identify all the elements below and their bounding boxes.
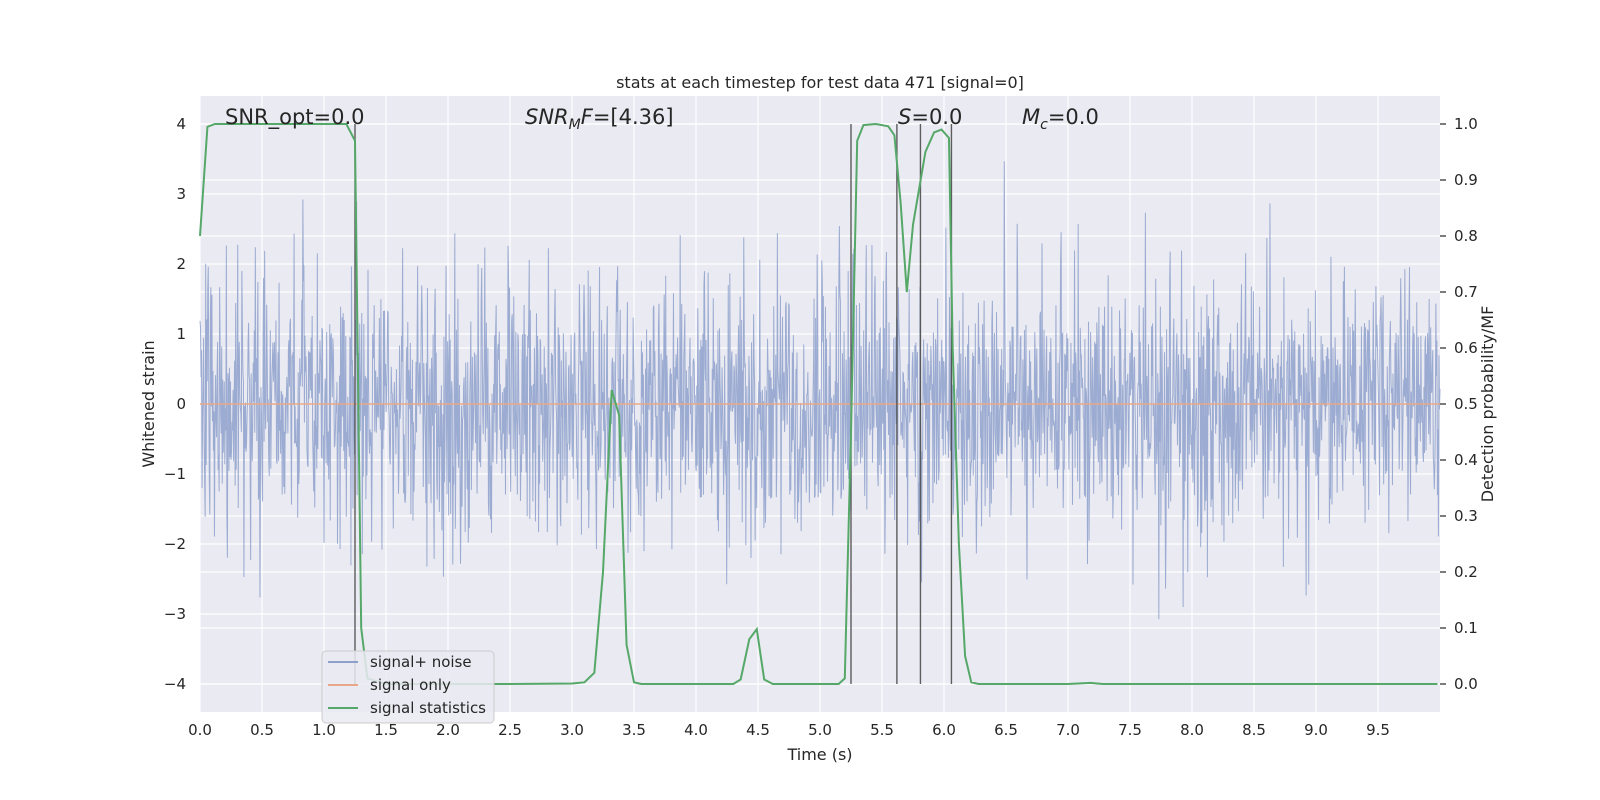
- x-tick-label-19: 9.5: [1366, 721, 1390, 739]
- y2-tick-label-6: 0.6: [1454, 339, 1478, 357]
- signal-noise-series: [199, 161, 1441, 620]
- y-tick-label-6: 2: [176, 255, 186, 273]
- y2-tick-label-3: 0.3: [1454, 507, 1478, 525]
- y2-tick-label-4: 0.4: [1454, 451, 1478, 469]
- x-tick-label-14: 7.0: [1056, 721, 1080, 739]
- y-tick-label-8: 4: [176, 115, 186, 133]
- chart-title: stats at each timestep for test data 471…: [616, 73, 1024, 92]
- annotation-s: S=0.0: [898, 105, 962, 129]
- x-tick-label-0: 0.0: [188, 721, 212, 739]
- x-axis-label: Time (s): [786, 745, 852, 764]
- annotation-snr-mf: SNRMF=[4.36]: [525, 105, 674, 133]
- x-tick-label-4: 2.0: [436, 721, 460, 739]
- y2-axis-label: Detection probability/MF: [1478, 306, 1497, 503]
- y2-tick-label-10: 1.0: [1454, 115, 1478, 133]
- y-tick-label-3: −1: [164, 465, 186, 483]
- x-tick-label-16: 8.0: [1180, 721, 1204, 739]
- x-tick-label-13: 6.5: [994, 721, 1018, 739]
- y2-tick-label-7: 0.7: [1454, 283, 1478, 301]
- annotation-s-symbol: S: [898, 105, 911, 129]
- y2-tick-label-5: 0.5: [1454, 395, 1478, 413]
- y2-tick-label-8: 0.8: [1454, 227, 1478, 245]
- annotation-snr-mf-symbol: SNR: [525, 105, 569, 129]
- x-tick-label-7: 3.5: [622, 721, 646, 739]
- x-tick-label-17: 8.5: [1242, 721, 1266, 739]
- legend-label-stats: signal statistics: [370, 699, 486, 717]
- signal-statistics-series: [199, 122, 1438, 685]
- y2-tick-label-1: 0.1: [1454, 619, 1478, 637]
- annotation-snr-opt: SNR_opt=0.0: [225, 105, 365, 130]
- x-tick-label-2: 1.0: [312, 721, 336, 739]
- annotation-mc-value: =0.0: [1048, 105, 1099, 129]
- x-tick-label-5: 2.5: [498, 721, 522, 739]
- signal-noise-line: [199, 161, 1441, 620]
- x-tick-label-3: 1.5: [374, 721, 398, 739]
- annotation-snr-mf-value: =[4.36]: [593, 105, 674, 129]
- y2-axis-ticks: 0.0 0.1 0.2 0.3 0.4 0.5 0.6 0.7 0.8 0.9 1.0: [1440, 115, 1478, 693]
- y-tick-label-0: −4: [164, 675, 186, 693]
- y2-tick-label-2: 0.2: [1454, 563, 1478, 581]
- y-tick-label-4: 0: [176, 395, 186, 413]
- x-tick-label-18: 9.0: [1304, 721, 1328, 739]
- annotation-snr-mf-symbol-2: F: [581, 105, 594, 129]
- y2-tick-label-0: 0.0: [1454, 675, 1478, 693]
- x-axis-ticks: 0.0 0.5 1.0 1.5 2.0 2.5 3.0 3.5 4.0 4.5 5.0 5.5 6.0 6…: [188, 721, 1390, 739]
- y-tick-label-2: −2: [164, 535, 186, 553]
- x-tick-label-6: 3.0: [560, 721, 584, 739]
- x-tick-label-12: 6.0: [932, 721, 956, 739]
- legend: signal+ noise signal only signal statist…: [321, 650, 495, 724]
- annotation-s-value: =0.0: [911, 105, 962, 129]
- legend-label-signal: signal only: [370, 676, 451, 694]
- x-tick-label-9: 4.5: [746, 721, 770, 739]
- y-tick-label-5: 1: [176, 325, 186, 343]
- x-tick-label-10: 5.0: [808, 721, 832, 739]
- annotation-mc-subscript: c: [1040, 117, 1048, 133]
- y2-tick-label-9: 0.9: [1454, 171, 1478, 189]
- y-tick-label-7: 3: [176, 185, 186, 203]
- y-axis-label: Whitened strain: [139, 340, 158, 467]
- signal-statistics-line: [199, 122, 1438, 685]
- y-axis-ticks: −4 −3 −2 −1 0 1 2 3 4: [164, 115, 186, 693]
- annotation-mc: Mc=0.0: [1022, 105, 1099, 133]
- annotation-mc-symbol: M: [1022, 105, 1040, 129]
- legend-box: [321, 650, 495, 724]
- y-tick-label-1: −3: [164, 605, 186, 623]
- x-tick-label-1: 0.5: [250, 721, 274, 739]
- annotation-snr-mf-subscript: M: [569, 117, 581, 133]
- x-tick-label-8: 4.0: [684, 721, 708, 739]
- x-tick-label-15: 7.5: [1118, 721, 1142, 739]
- legend-label-noise: signal+ noise: [370, 653, 472, 671]
- x-tick-label-11: 5.5: [870, 721, 894, 739]
